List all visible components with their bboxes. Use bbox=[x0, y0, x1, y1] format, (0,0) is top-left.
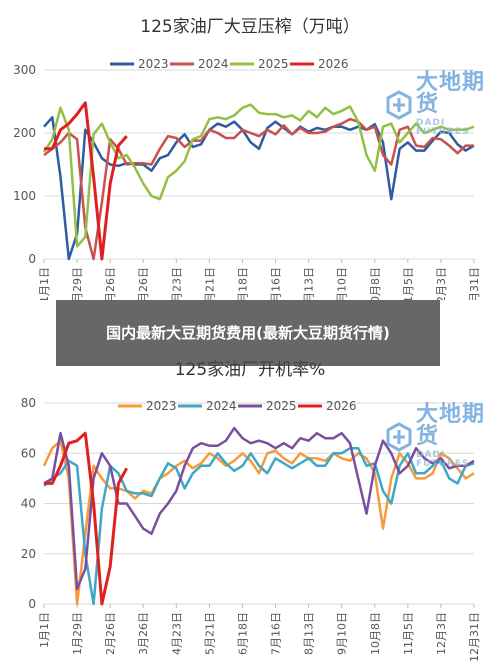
crush-chart-plot: 0 100 200 300 1月1日 1月29日 2月26日 3月26日 4月23日 5月21日 6… bbox=[13, 57, 481, 300]
legend-label: 2023 bbox=[146, 399, 177, 413]
legend-label: 2026 bbox=[318, 57, 349, 71]
y-tick-label: 100 bbox=[13, 189, 36, 203]
x-tick-label: 7月16日 bbox=[270, 612, 283, 655]
y-tick-label: 300 bbox=[13, 63, 36, 77]
series-line-2026 bbox=[44, 431, 129, 606]
x-tick-label: 5月21日 bbox=[203, 612, 216, 655]
x-tick-label: 9月10日 bbox=[336, 612, 349, 655]
series-line-2023 bbox=[43, 116, 475, 261]
x-tick-label: 1月1日 bbox=[38, 267, 51, 300]
headline-text: 国内最新大豆期货费用(最新大豆期货行情) bbox=[106, 324, 390, 342]
x-tick-label: 6月18日 bbox=[236, 612, 249, 655]
x-tick-label: 8月13日 bbox=[303, 612, 316, 655]
x-tick-label: 1月29日 bbox=[71, 267, 84, 300]
series-line-2024 bbox=[43, 446, 475, 606]
y-tick-label: 60 bbox=[21, 446, 36, 460]
x-tick-label: 4月23日 bbox=[170, 612, 183, 655]
x-tick-label: 7月16日 bbox=[270, 267, 283, 300]
y-tick-label: 20 bbox=[21, 547, 36, 561]
legend-label: 2024 bbox=[198, 57, 229, 71]
x-tick-label: 12月3日 bbox=[435, 612, 448, 655]
x-tick-label: 8月13日 bbox=[303, 267, 316, 300]
x-tick-label: 2月26日 bbox=[104, 612, 117, 655]
x-tick-label: 12月31日 bbox=[468, 267, 481, 300]
legend-label: 2025 bbox=[266, 399, 297, 413]
x-tick-label: 3月26日 bbox=[137, 267, 150, 300]
series-line-2025 bbox=[43, 426, 475, 591]
chart-title: 125家油厂大豆压榨（万吨） bbox=[140, 17, 360, 37]
x-tick-label: 10月8日 bbox=[369, 267, 382, 300]
logo-icon bbox=[386, 89, 412, 120]
x-tick-label: 11月5日 bbox=[402, 612, 415, 655]
x-tick-label: 12月3日 bbox=[435, 267, 448, 300]
y-tick-label: 80 bbox=[21, 396, 36, 410]
watermark-cn: 大地期货 bbox=[416, 402, 486, 449]
logo-icon bbox=[386, 421, 412, 452]
crush-chart: 125家油厂大豆压榨（万吨） 0 100 200 300 1月1日 1月29日 2月26日 3… bbox=[0, 0, 500, 300]
series-line-2024 bbox=[43, 117, 474, 261]
x-tick-label: 6月18日 bbox=[236, 267, 249, 300]
watermark-logo: 大地期货 DADI FUTURES bbox=[386, 72, 500, 137]
series-line-2026 bbox=[44, 101, 128, 261]
legend-label: 2025 bbox=[258, 57, 289, 71]
watermark-logo: 大地期货 DADI FUTURES bbox=[386, 404, 500, 469]
watermark-cn: 大地期货 bbox=[416, 70, 486, 117]
x-tick-label: 11月5日 bbox=[402, 267, 415, 300]
utilization-chart: 125家油厂开机率% 0 20 40 60 80 1月1日 1月29日 2月26日 3月26日 4… bbox=[0, 352, 500, 670]
y-tick-label: 40 bbox=[21, 497, 36, 511]
x-tick-label: 1月1日 bbox=[38, 612, 51, 648]
x-tick-label: 9月10日 bbox=[336, 267, 349, 300]
y-tick-label: 0 bbox=[28, 252, 36, 266]
y-tick-label: 0 bbox=[28, 597, 36, 611]
x-tick-label: 12月31日 bbox=[468, 612, 481, 662]
legend-label: 2026 bbox=[326, 399, 357, 413]
x-tick-label: 2月26日 bbox=[104, 267, 117, 300]
legend-label: 2023 bbox=[138, 57, 169, 71]
watermark-en: DADI FUTURES bbox=[416, 118, 470, 137]
x-tick-label: 5月21日 bbox=[203, 267, 216, 300]
x-tick-label: 10月8日 bbox=[369, 612, 382, 655]
headline-banner[interactable]: 国内最新大豆期货费用(最新大豆期货行情) bbox=[56, 300, 440, 366]
y-tick-label: 200 bbox=[13, 126, 36, 140]
x-tick-label: 4月23日 bbox=[170, 267, 183, 300]
utilization-chart-plot: 0 20 40 60 80 1月1日 1月29日 2月26日 3月26日 4月23日 5月21日 6月… bbox=[21, 396, 481, 662]
x-tick-label: 3月26日 bbox=[137, 612, 150, 655]
x-tick-label: 1月29日 bbox=[71, 612, 84, 655]
watermark-en: DADI FUTURES bbox=[416, 450, 470, 469]
legend-label: 2024 bbox=[206, 399, 237, 413]
